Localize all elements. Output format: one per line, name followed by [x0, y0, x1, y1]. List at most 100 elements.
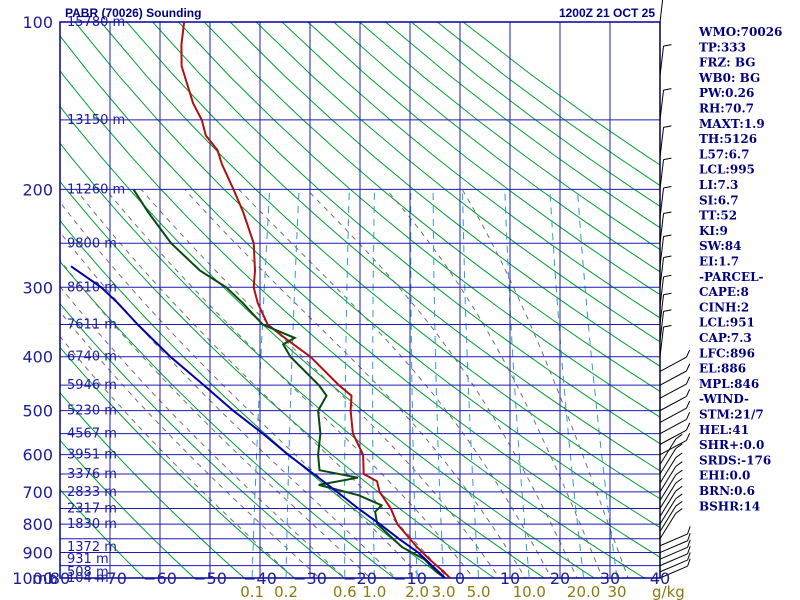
mixing-ratio-line: [504, 189, 530, 578]
wind-barb-flag: [675, 493, 683, 500]
wind-barb: [659, 533, 688, 547]
wind-barb: [659, 546, 688, 560]
wind-barb-flag: [675, 469, 683, 476]
wind-barb: [659, 187, 665, 218]
index-entry: SHR+:0.0: [699, 438, 764, 452]
moist-adiabat: [60, 285, 346, 578]
moist-adiabat: [184, 189, 526, 578]
wind-barb-flag: [685, 400, 691, 409]
wind-barb: [659, 311, 665, 342]
wind-barbs: [659, 0, 691, 579]
wind-barb-flag: [685, 422, 691, 431]
profile-series: [70, 22, 451, 578]
wind-barb: [659, 419, 687, 435]
height-label: 508 m: [67, 565, 109, 580]
index-entry: CAPE:8: [699, 285, 749, 299]
height-label: 8610 m: [67, 280, 117, 295]
dry-adiabat: [60, 105, 596, 578]
moist-adiabat: [75, 189, 449, 578]
height-label: 11260 m: [67, 182, 125, 197]
mixing-ratio-label: 10.0: [513, 583, 546, 600]
pressure-tick-label: 700: [22, 483, 53, 502]
wind-barb: [659, 559, 688, 573]
temperature-tick-label: −20: [343, 569, 377, 588]
wind-barb-flag: [675, 433, 683, 440]
moist-adiabat: [60, 259, 371, 578]
height-label: 6740 m: [67, 350, 117, 365]
dry-adiabat: [60, 260, 396, 578]
wind-barb: [659, 466, 677, 493]
wind-barb-flag: [663, 44, 672, 47]
height-label: 2833 m: [67, 485, 117, 500]
mixing-ratio-line: [576, 189, 618, 578]
height-label: 2317 m: [67, 502, 117, 517]
wind-barb-flag: [685, 432, 691, 441]
dry-adiabat: [229, 22, 660, 367]
dry-adiabat: [74, 22, 660, 529]
wind-barb-flag: [687, 558, 691, 567]
wind-barb: [659, 0, 664, 23]
wind-barb: [659, 159, 665, 190]
index-entry: EL:886: [699, 362, 746, 376]
pressure-unit-label: mb: [32, 569, 58, 588]
dry-adiabat: [203, 22, 660, 392]
wind-barb-flag: [663, 324, 672, 328]
mixing-ratio-unit-label: g/kg: [652, 583, 685, 600]
wind-barb: [659, 396, 687, 412]
wind-barb: [659, 505, 677, 532]
temperature-tick-label: 20: [550, 569, 570, 588]
chart-datetime: 1200Z 21 OCT 25: [559, 6, 655, 20]
dry-adiabat: [60, 346, 296, 578]
index-entry: WMO:70026: [698, 25, 782, 39]
wind-barb: [659, 512, 677, 540]
index-entry: KI:9: [699, 224, 728, 238]
pressure-tick-label: 800: [22, 515, 53, 534]
dry-adiabat: [60, 302, 346, 578]
index-entry: CINH:2: [699, 300, 749, 314]
wind-barb-flag: [685, 349, 691, 358]
wind-barb-flag: [663, 274, 672, 278]
wind-barb: [659, 490, 677, 517]
wind-barb-flag: [687, 526, 691, 535]
moist-adiabat: [60, 310, 321, 578]
moist-adiabat: [461, 189, 629, 578]
index-entry: LFC:896: [699, 346, 755, 360]
temperature-tick-label: 10: [500, 569, 520, 588]
wind-barb: [659, 383, 687, 399]
wind-barb-flag: [675, 477, 683, 484]
wind-barb-flag: [675, 485, 683, 492]
index-entry: LI:7.3: [699, 178, 738, 192]
index-entry: CAP:7.3: [699, 331, 752, 345]
pressure-tick-label: 100: [22, 13, 53, 32]
wind-barb: [659, 236, 665, 267]
index-entry: SRDS:-176: [699, 453, 771, 467]
moist-adiabat: [60, 231, 397, 578]
wind-barb: [659, 370, 687, 386]
temperature-axis: 80 −70 −60 −50 −40 −30 −20 −10 0 10 20 30 40: [50, 569, 670, 588]
index-entry: LCL:951: [699, 316, 755, 330]
mixing-ratio-label: 2.0: [405, 583, 429, 600]
wind-barb-flag: [663, 292, 672, 296]
pressure-tick-label: 300: [22, 278, 53, 297]
index-entry: LCL:995: [699, 163, 755, 177]
wind-barb: [659, 90, 665, 120]
temperature-tick-label: −60: [143, 569, 177, 588]
dry-adiabat: [60, 392, 246, 578]
wind-barb-flag: [685, 388, 691, 397]
wind-barb: [659, 46, 665, 76]
wind-barb-flag: [687, 539, 691, 548]
wind-barb: [659, 407, 687, 423]
index-entry: TT:52: [699, 209, 737, 223]
temperature-profile-line: [180, 22, 451, 578]
temperature-tick-label: −40: [243, 569, 277, 588]
wind-barb: [659, 276, 665, 307]
wind-barb-flag: [685, 411, 691, 420]
index-entry: BSHR:14: [699, 499, 760, 513]
wind-barb: [659, 540, 688, 554]
index-entry: SW:84: [699, 239, 741, 253]
pressure-axis: 100 200 300 400 500 600 700 800 900 1000: [12, 13, 53, 588]
height-label: 1372 m: [67, 540, 117, 555]
wind-barb-flag: [685, 363, 691, 372]
wind-barb-flag: [675, 500, 683, 507]
